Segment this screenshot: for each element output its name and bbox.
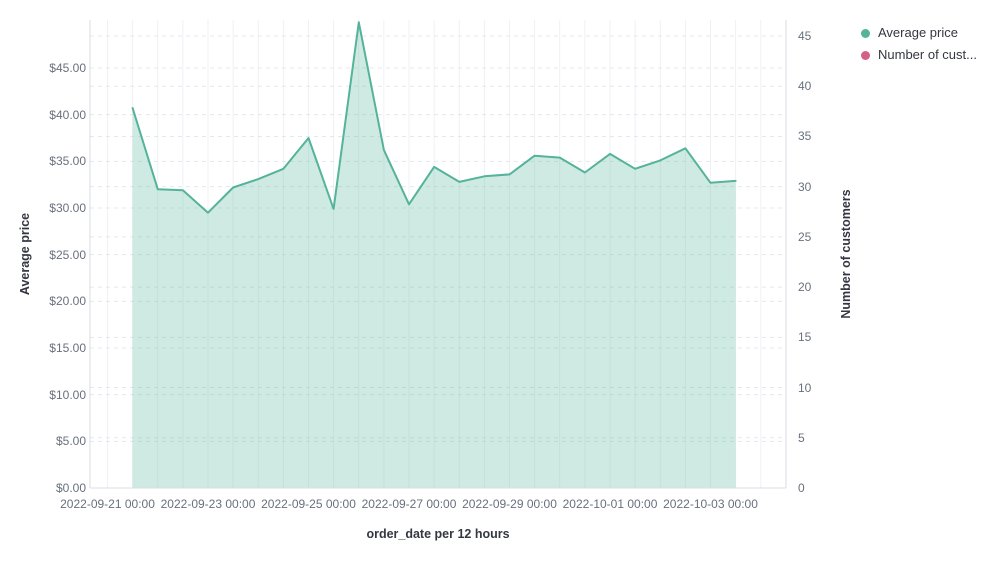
y-left-tick-label: $45.00 bbox=[49, 61, 86, 75]
legend-item[interactable]: Average price bbox=[861, 26, 977, 40]
y-right-tick-label: 35 bbox=[798, 129, 812, 144]
x-axis-title: order_date per 12 hours bbox=[366, 527, 510, 541]
legend-item-label: Average price bbox=[878, 25, 958, 40]
y-left-tick-label: $25.00 bbox=[49, 247, 86, 262]
y-left-tick-label: $5.00 bbox=[55, 434, 86, 449]
x-tick-label: 2022-09-27 00:00 bbox=[361, 497, 457, 511]
y-right-tick-label: 10 bbox=[798, 380, 812, 395]
legend-series-dot-icon bbox=[861, 28, 870, 38]
x-tick-label: 2022-10-03 00:00 bbox=[663, 497, 758, 511]
y-left-tick-label: $30.00 bbox=[49, 201, 86, 215]
x-tick-label: 2022-09-23 00:00 bbox=[160, 497, 256, 511]
y-right-tick-label: 20 bbox=[798, 280, 812, 295]
y-right-tick-label: 30 bbox=[798, 179, 812, 194]
area-fill-average-price bbox=[132, 22, 736, 489]
y-left-tick-label: $40.00 bbox=[49, 107, 86, 122]
y-left-tick-label: $15.00 bbox=[49, 341, 86, 355]
y-left-tick-label: $10.00 bbox=[49, 387, 86, 402]
x-tick-label: 2022-10-01 00:00 bbox=[562, 497, 658, 511]
y-axis-right-title: Number of customers bbox=[839, 189, 853, 319]
x-tick-label: 2022-09-25 00:00 bbox=[261, 497, 356, 511]
legend: Average price Number of cust... bbox=[861, 26, 977, 70]
y-axis-left-title: Average price bbox=[18, 212, 32, 296]
legend-item[interactable]: Number of cust... bbox=[861, 48, 977, 62]
y-left-tick-label: $20.00 bbox=[49, 294, 86, 309]
legend-item-label: Number of cust... bbox=[878, 47, 977, 62]
y-right-tick-label: 25 bbox=[798, 229, 812, 244]
y-right-tick-label: 0 bbox=[798, 481, 805, 495]
y-left-tick-label: $0.00 bbox=[55, 481, 86, 495]
y-right-tick-label: 5 bbox=[798, 430, 805, 445]
line-series-average-price bbox=[131, 21, 737, 214]
x-tick-label: 2022-09-21 00:00 bbox=[60, 497, 155, 511]
legend-series-dot-icon bbox=[861, 50, 870, 60]
y-right-tick-label: 15 bbox=[798, 330, 812, 345]
y-right-tick-label: 40 bbox=[798, 79, 812, 94]
y-right-tick-label: 45 bbox=[798, 29, 812, 43]
x-tick-label: 2022-09-29 00:00 bbox=[462, 497, 557, 511]
y-left-tick-label: $35.00 bbox=[49, 154, 86, 169]
